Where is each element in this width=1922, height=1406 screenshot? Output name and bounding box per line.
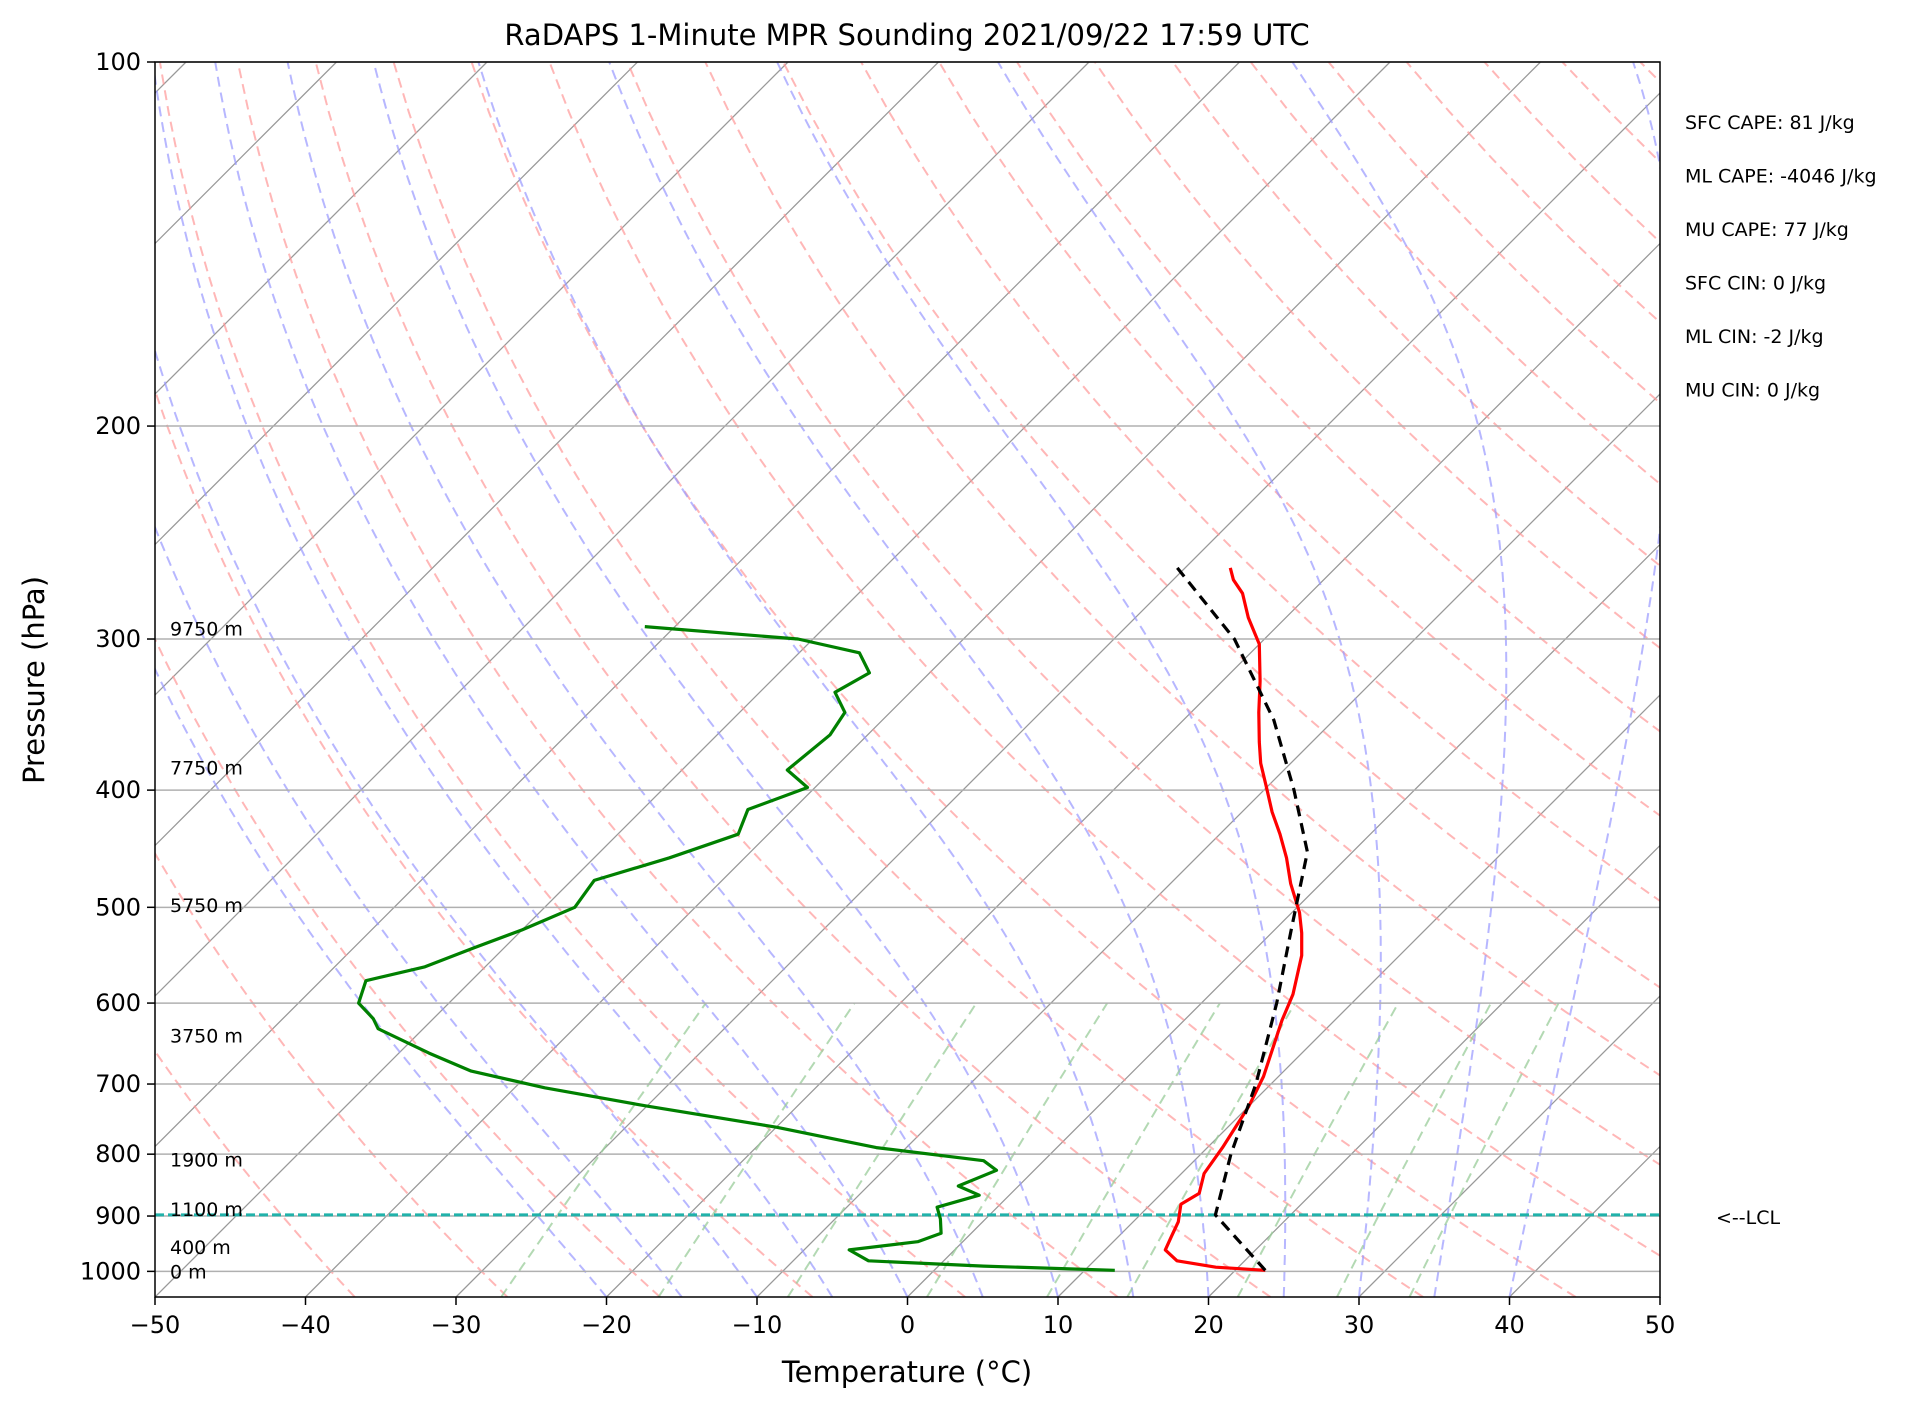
dry-adiabat-line [158, 62, 966, 1297]
chart-title: RaDAPS 1-Minute MPR Sounding 2021/09/22 … [504, 18, 1309, 52]
isotherm-line [155, 62, 1391, 1297]
x-tick-label: 40 [1494, 1311, 1525, 1339]
height-label: 5750 m [170, 895, 243, 917]
y-tick-label: 100 [95, 48, 141, 76]
moist-adiabat-line [997, 62, 1382, 1297]
dry-adiabat-line [470, 62, 1577, 1297]
y-tick-label: 300 [95, 625, 141, 653]
dry-adiabat-line [155, 1049, 356, 1297]
dry-adiabat-line [1171, 62, 1660, 567]
stability-index: SFC CIN: 0 J/kg [1685, 273, 1826, 295]
x-tick-label: −40 [280, 1311, 331, 1339]
isotherm-line [1358, 995, 1660, 1297]
y-axis-ticks: 100 200 300 400 500 600 700 800 900 1000 [80, 48, 155, 1285]
y-tick-label: 800 [95, 1140, 141, 1168]
isotherm-line [1208, 844, 1660, 1297]
moist-adiabat-line [155, 524, 683, 1297]
y-tick-label: 400 [95, 776, 141, 804]
mixing-ratio-line [1336, 1002, 1492, 1297]
dewpoint-line [357, 625, 1115, 1272]
x-tick-label: −30 [431, 1311, 482, 1339]
moist-adiabat-line [286, 62, 984, 1297]
moist-adiabat-line [155, 666, 608, 1297]
y-tick-label: 1000 [80, 1257, 141, 1285]
x-tick-label: −20 [581, 1311, 632, 1339]
isotherm-line [1057, 694, 1660, 1297]
dry-adiabat-line [314, 62, 1272, 1297]
isotherm-line [155, 62, 939, 847]
dry-adiabat-line [236, 62, 1119, 1297]
sounding-profiles [357, 562, 1309, 1272]
y-tick-label: 500 [95, 893, 141, 921]
x-tick-label: −10 [732, 1311, 783, 1339]
isotherm-line [907, 543, 1660, 1297]
x-tick-label: 50 [1645, 1311, 1676, 1339]
stability-index: MU CAPE: 77 J/kg [1685, 219, 1849, 241]
moist-adiabat-line [155, 347, 758, 1297]
mixing-ratio-line [1236, 1002, 1400, 1297]
mixing-ratio-line [1408, 1002, 1560, 1297]
x-tick-label: 0 [900, 1311, 915, 1339]
moist-adiabat-line [608, 62, 1210, 1297]
dry-adiabat-line [1016, 62, 1660, 733]
height-label: 0 m [170, 1261, 207, 1283]
height-label: 3750 m [170, 1025, 243, 1047]
moist-adiabat-line [477, 62, 1135, 1297]
mixing-ratio-line [1046, 1002, 1221, 1297]
stability-indices: SFC CAPE: 81 J/kg ML CAPE: -4046 J/kg MU C… [1685, 112, 1877, 402]
x-tick-label: 30 [1344, 1311, 1375, 1339]
height-label: 7750 m [170, 757, 243, 779]
isotherm-line [155, 62, 1240, 1148]
isotherm-line [606, 242, 1660, 1297]
moist-adiabat-line [155, 71, 834, 1297]
moist-adiabat-line [776, 62, 1287, 1297]
moist-adiabat-line [1291, 62, 1508, 1297]
lcl-marker: <--LCL [155, 1207, 1780, 1229]
temperature-line [1163, 567, 1304, 1272]
moist-adiabat-line [1508, 62, 1660, 1297]
dry-adiabat-line [548, 62, 1660, 1257]
y-tick-label: 600 [95, 989, 141, 1017]
dry-adiabat-line [155, 851, 509, 1297]
mixing-ratio-line [926, 1002, 1109, 1297]
moist-adiabat-line [214, 62, 909, 1297]
stability-index: ML CAPE: -4046 J/kg [1685, 166, 1877, 188]
isotherm-line [455, 92, 1660, 1297]
x-tick-label: −50 [130, 1311, 181, 1339]
height-label: 9750 m [170, 618, 243, 640]
mixing-ratio-line [786, 1002, 978, 1297]
isotherm-line [155, 62, 638, 546]
mixing-ratio-line [657, 1002, 856, 1297]
stability-index: ML CIN: -2 J/kg [1685, 326, 1824, 348]
x-tick-label: 10 [1043, 1311, 1074, 1339]
dry-adiabat-line [938, 62, 1660, 817]
x-tick-label: 20 [1193, 1311, 1224, 1339]
x-axis-label: Temperature (°C) [781, 1355, 1032, 1389]
y-tick-label: 200 [95, 412, 141, 440]
stability-index: SFC CAPE: 81 J/kg [1685, 112, 1855, 134]
isotherm-line [155, 62, 789, 696]
parcel-profile-line [1172, 562, 1309, 1272]
dry-adiabat-line [392, 62, 1424, 1297]
isotherm-line [756, 393, 1660, 1297]
isotherm-line [305, 62, 1541, 1297]
x-axis-ticks: −50 −40 −30 −20 −10 0 10 20 30 40 50 [130, 1297, 1676, 1339]
lcl-label: <--LCL [1716, 1207, 1780, 1229]
y-axis-label: Pressure (hPa) [17, 576, 51, 784]
dry-adiabat-line [782, 62, 1660, 989]
height-label: 400 m [170, 1237, 231, 1259]
isotherm-line [155, 62, 1090, 997]
isotherm-line [155, 62, 488, 395]
y-tick-label: 700 [95, 1070, 141, 1098]
mixing-ratio-line [1126, 1002, 1296, 1297]
stability-index: MU CIN: 0 J/kg [1685, 380, 1820, 402]
height-label: 1900 m [170, 1149, 243, 1171]
dry-adiabat-line [626, 62, 1660, 1166]
height-label: 1100 m [170, 1199, 243, 1221]
y-tick-label: 900 [95, 1202, 141, 1230]
